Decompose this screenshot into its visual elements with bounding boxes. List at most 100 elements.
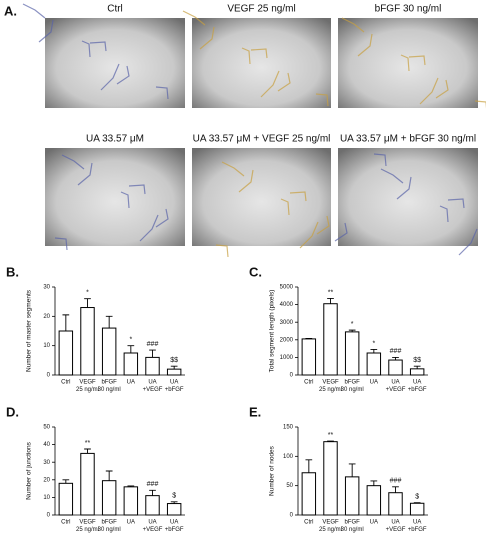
significance-mark: ** bbox=[328, 432, 334, 439]
panel-label: D. bbox=[6, 404, 19, 419]
bar bbox=[58, 330, 74, 376]
x-tick-label: VEGF bbox=[79, 380, 96, 386]
error-bar bbox=[370, 349, 378, 353]
y-tick-label: 1000 bbox=[280, 355, 294, 361]
bar bbox=[80, 307, 95, 376]
x-tick-label: VEGF bbox=[322, 380, 339, 386]
error-bar bbox=[170, 365, 178, 370]
error-bar bbox=[370, 480, 378, 486]
y-tick-label: 30 bbox=[43, 460, 50, 466]
significance-mark: ### bbox=[147, 481, 159, 488]
significance-mark: $ bbox=[415, 494, 419, 501]
x-tick-label: 30 ng/ml bbox=[341, 387, 364, 393]
x-tick-label: +bFGF bbox=[165, 527, 184, 533]
y-tick-label: 30 bbox=[43, 285, 50, 291]
x-tick-label: UA bbox=[370, 520, 378, 526]
error-bar bbox=[327, 297, 334, 304]
bar bbox=[145, 495, 160, 516]
y-tick-label: 0 bbox=[47, 513, 51, 519]
error-bar bbox=[348, 329, 356, 332]
bar bbox=[366, 352, 382, 376]
error-bar bbox=[84, 298, 91, 308]
bar bbox=[323, 441, 338, 516]
panel-label: C. bbox=[249, 264, 262, 279]
y-tick-label: 20 bbox=[43, 477, 50, 483]
bar bbox=[409, 368, 425, 376]
error-bar bbox=[305, 337, 313, 339]
x-tick-label: bFGF bbox=[101, 380, 117, 386]
significance-mark: * bbox=[129, 337, 132, 344]
vessel-network bbox=[215, 161, 330, 258]
bar bbox=[323, 303, 338, 376]
y-tick-label: 10 bbox=[43, 343, 50, 349]
micrograph bbox=[192, 18, 331, 108]
x-tick-label: bFGF bbox=[344, 380, 360, 386]
vessel-network bbox=[182, 10, 329, 107]
x-tick-label: +bFGF bbox=[408, 387, 427, 393]
bar bbox=[344, 331, 360, 376]
bar bbox=[123, 352, 139, 376]
x-tick-label: UA bbox=[170, 520, 178, 526]
bar bbox=[366, 485, 382, 516]
y-axis-title: Number of master segments bbox=[26, 289, 33, 372]
error-bar bbox=[413, 502, 421, 504]
error-bar bbox=[327, 440, 334, 442]
y-tick-label: 2000 bbox=[280, 337, 294, 343]
bar bbox=[388, 492, 403, 516]
bar bbox=[301, 472, 317, 516]
x-tick-label: Ctrl bbox=[304, 380, 313, 386]
bar bbox=[301, 338, 317, 376]
y-tick-label: 5000 bbox=[280, 285, 294, 291]
error-bar bbox=[105, 470, 113, 481]
x-tick-label: 25 ng/ml bbox=[76, 387, 99, 393]
y-tick-label: 0 bbox=[290, 513, 294, 519]
image-caption: bFGF 30 ng/ml bbox=[375, 4, 442, 15]
micrograph bbox=[45, 18, 185, 108]
x-tick-label: VEGF bbox=[79, 520, 96, 526]
micrographs bbox=[22, 3, 486, 258]
x-tick-label: Ctrl bbox=[304, 520, 313, 526]
y-tick-label: 50 bbox=[286, 483, 293, 489]
error-bar bbox=[62, 479, 70, 484]
bar bbox=[344, 476, 360, 516]
y-tick-label: 150 bbox=[283, 425, 294, 431]
error-bar bbox=[149, 349, 156, 358]
image-caption: Ctrl bbox=[107, 4, 123, 15]
image-caption: UA 33.57 μM bbox=[86, 134, 144, 145]
x-tick-label: UA bbox=[127, 380, 135, 386]
y-axis-title: Total segment length (pixels) bbox=[269, 290, 276, 373]
image-caption: UA 33.57 μM + VEGF 25 ng/ml bbox=[193, 134, 331, 145]
error-bar bbox=[392, 486, 399, 493]
x-tick-label: UA bbox=[391, 520, 399, 526]
y-tick-label: 3000 bbox=[280, 320, 294, 326]
significance-mark: $ bbox=[172, 493, 176, 500]
panel-label: B. bbox=[6, 264, 19, 279]
x-tick-label: VEGF bbox=[322, 520, 339, 526]
x-tick-label: 30 ng/ml bbox=[98, 527, 121, 533]
x-tick-label: bFGF bbox=[344, 520, 360, 526]
x-tick-label: UA bbox=[413, 380, 421, 386]
x-tick-label: +VEGF bbox=[143, 527, 163, 533]
panel-label: E. bbox=[249, 404, 261, 419]
x-tick-label: +VEGF bbox=[386, 387, 406, 393]
y-tick-label: 100 bbox=[283, 454, 294, 460]
error-bar bbox=[348, 463, 356, 477]
x-tick-label: UA bbox=[127, 520, 135, 526]
vessel-network bbox=[334, 153, 478, 256]
vessel-network bbox=[341, 17, 486, 109]
micrograph bbox=[192, 148, 331, 246]
bar bbox=[101, 327, 117, 376]
vessel-network bbox=[22, 3, 169, 100]
x-tick-label: UA bbox=[370, 380, 378, 386]
vessel-network bbox=[54, 154, 169, 251]
bar bbox=[409, 502, 425, 516]
x-tick-label: +VEGF bbox=[386, 527, 406, 533]
significance-mark: $$ bbox=[170, 357, 178, 364]
error-bar bbox=[170, 501, 178, 504]
x-tick-label: UA bbox=[148, 380, 156, 386]
significance-mark: * bbox=[372, 340, 375, 347]
panel-label: A. bbox=[4, 3, 17, 18]
significance-mark: $$ bbox=[413, 357, 421, 364]
bar bbox=[145, 356, 160, 376]
error-bar bbox=[84, 448, 91, 454]
